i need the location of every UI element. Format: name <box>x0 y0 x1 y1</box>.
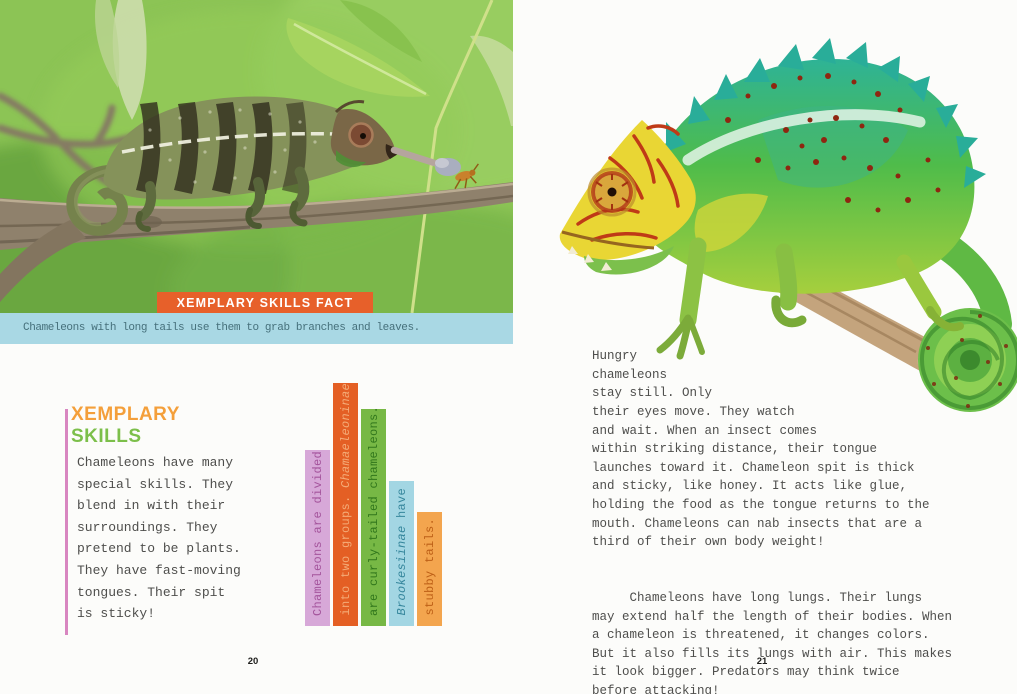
fact-bar: into two groups. Chamaeleoninae <box>333 383 358 626</box>
left-body-text: Chameleons have many special skills. The… <box>77 455 241 622</box>
fact-banner: XEMPLARY SKILLS FACT <box>157 292 373 314</box>
fact-bar-text: into two groups. Chamaeleoninae <box>338 383 353 616</box>
section-heading: XEMPLARY SKILLS <box>71 404 180 448</box>
chameleon-photo-illustration <box>0 0 513 313</box>
fact-bar-text: Brookesiinae have <box>394 488 409 616</box>
fact-bar-text: stubby tails. <box>422 518 437 616</box>
right-body-text: Hungry chameleons stay still. Only their… <box>592 310 992 694</box>
decorative-rule <box>65 409 68 635</box>
fact-bar: Brookesiinae have <box>389 481 414 626</box>
heading-line-1: XEMPLARY <box>71 404 180 425</box>
right-paragraph-1: Hungry chameleons stay still. Only their… <box>592 349 930 550</box>
page-number-left: 20 <box>247 656 259 667</box>
page-number-right: 21 <box>756 656 768 667</box>
panther-chameleon-photo <box>548 0 1017 468</box>
fact-bar: stubby tails. <box>417 512 442 626</box>
panther-chameleon-illustration <box>559 38 1017 412</box>
right-paragraph-2: Chameleons have long lungs. Their lungs … <box>592 590 953 694</box>
chameleon-catching-insect-photo <box>0 0 513 313</box>
fact-bar: are curly-tailed chameleons. <box>361 405 386 626</box>
fact-bar-text: are curly-tailed chameleons. <box>366 405 381 616</box>
photo-caption: Chameleons with long tails use them to g… <box>0 313 513 344</box>
heading-line-2: SKILLS <box>71 426 142 447</box>
